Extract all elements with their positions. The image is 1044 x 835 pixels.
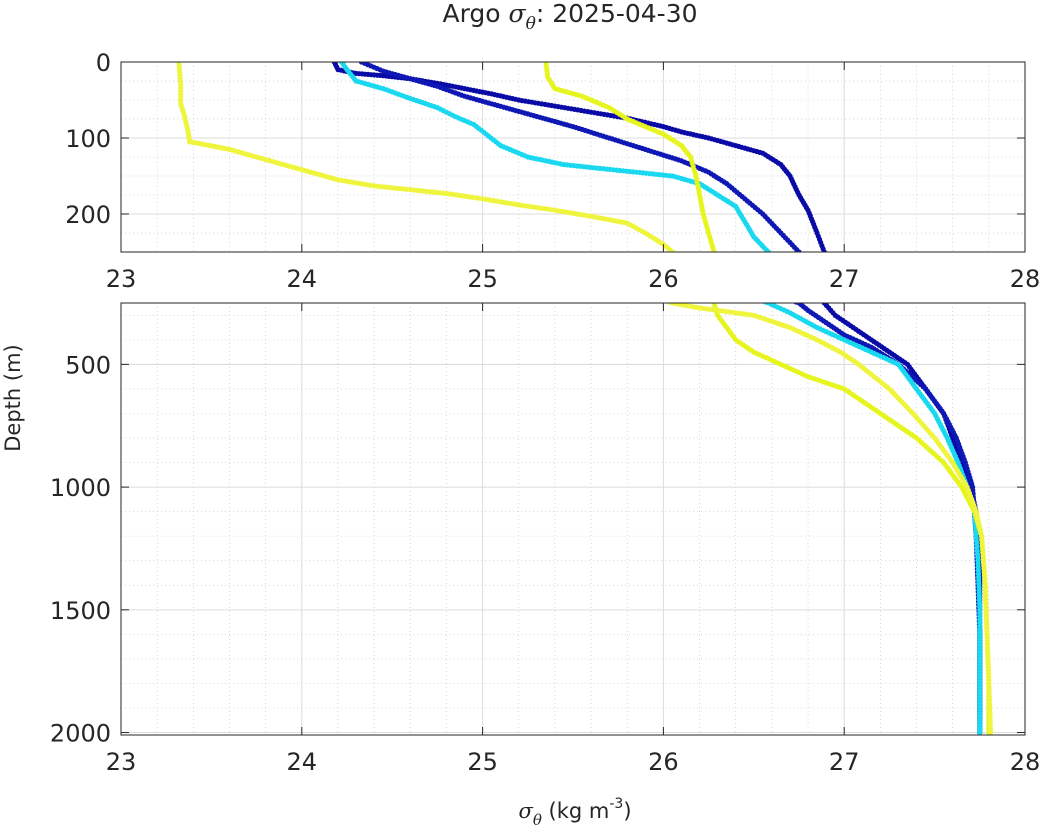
x-tick-label: 27 [829,748,860,776]
data-point [769,251,771,252]
x-tick-label: 27 [829,265,860,293]
x-tick-label: 26 [648,748,679,776]
axes-frame [120,61,1026,253]
series-4 [543,62,717,258]
series-3 [339,62,771,252]
data-point [711,249,717,252]
data-point [823,253,828,258]
data-point [821,249,827,252]
x-tick-label: 28 [1010,265,1041,293]
y-tick-label: 2000 [50,720,111,748]
x-axis-label: σθ (kg m-3) [518,796,631,829]
data-point [675,252,680,257]
x-tick-label: 23 [106,265,137,293]
data-point [712,253,717,258]
y-tick-label: 0 [96,49,111,77]
x-tick-label: 23 [106,748,137,776]
axes-frame [120,302,1026,736]
data-point [765,249,771,252]
data-point [798,252,803,257]
x-tick-label: 25 [467,748,498,776]
x-tick-label: 24 [287,265,318,293]
series-5 [666,303,994,735]
series-group [666,303,994,735]
data-point [988,729,994,735]
x-tick-label: 24 [287,748,318,776]
data-point [796,249,802,252]
lower-panel: 23 24 25 26 27 28 500 1000 1500 2000 [50,302,1041,776]
plot-area [121,303,1025,735]
y-tick-label: 500 [65,351,111,379]
y-tick-label: 100 [65,125,111,153]
x-tick-label: 25 [467,265,498,293]
y-tick-label: 1000 [50,474,111,502]
grid [120,303,1026,735]
series-5 [176,62,680,257]
data-point [977,729,983,735]
x-tick-label: 28 [1010,748,1041,776]
upper-panel: 23 24 25 26 27 28 0 100 200 [65,49,1040,293]
y-axis-label: Depth (m) [1,344,25,451]
x-tick-label: 26 [648,265,679,293]
chart-title: Argo σθ: 2025-04-30 [442,0,697,34]
series-group [176,62,828,258]
data-point [669,249,675,252]
series-2 [358,62,803,257]
y-tick-label: 1500 [50,597,111,625]
series-3 [763,303,983,735]
y-tick-label: 200 [65,201,111,229]
